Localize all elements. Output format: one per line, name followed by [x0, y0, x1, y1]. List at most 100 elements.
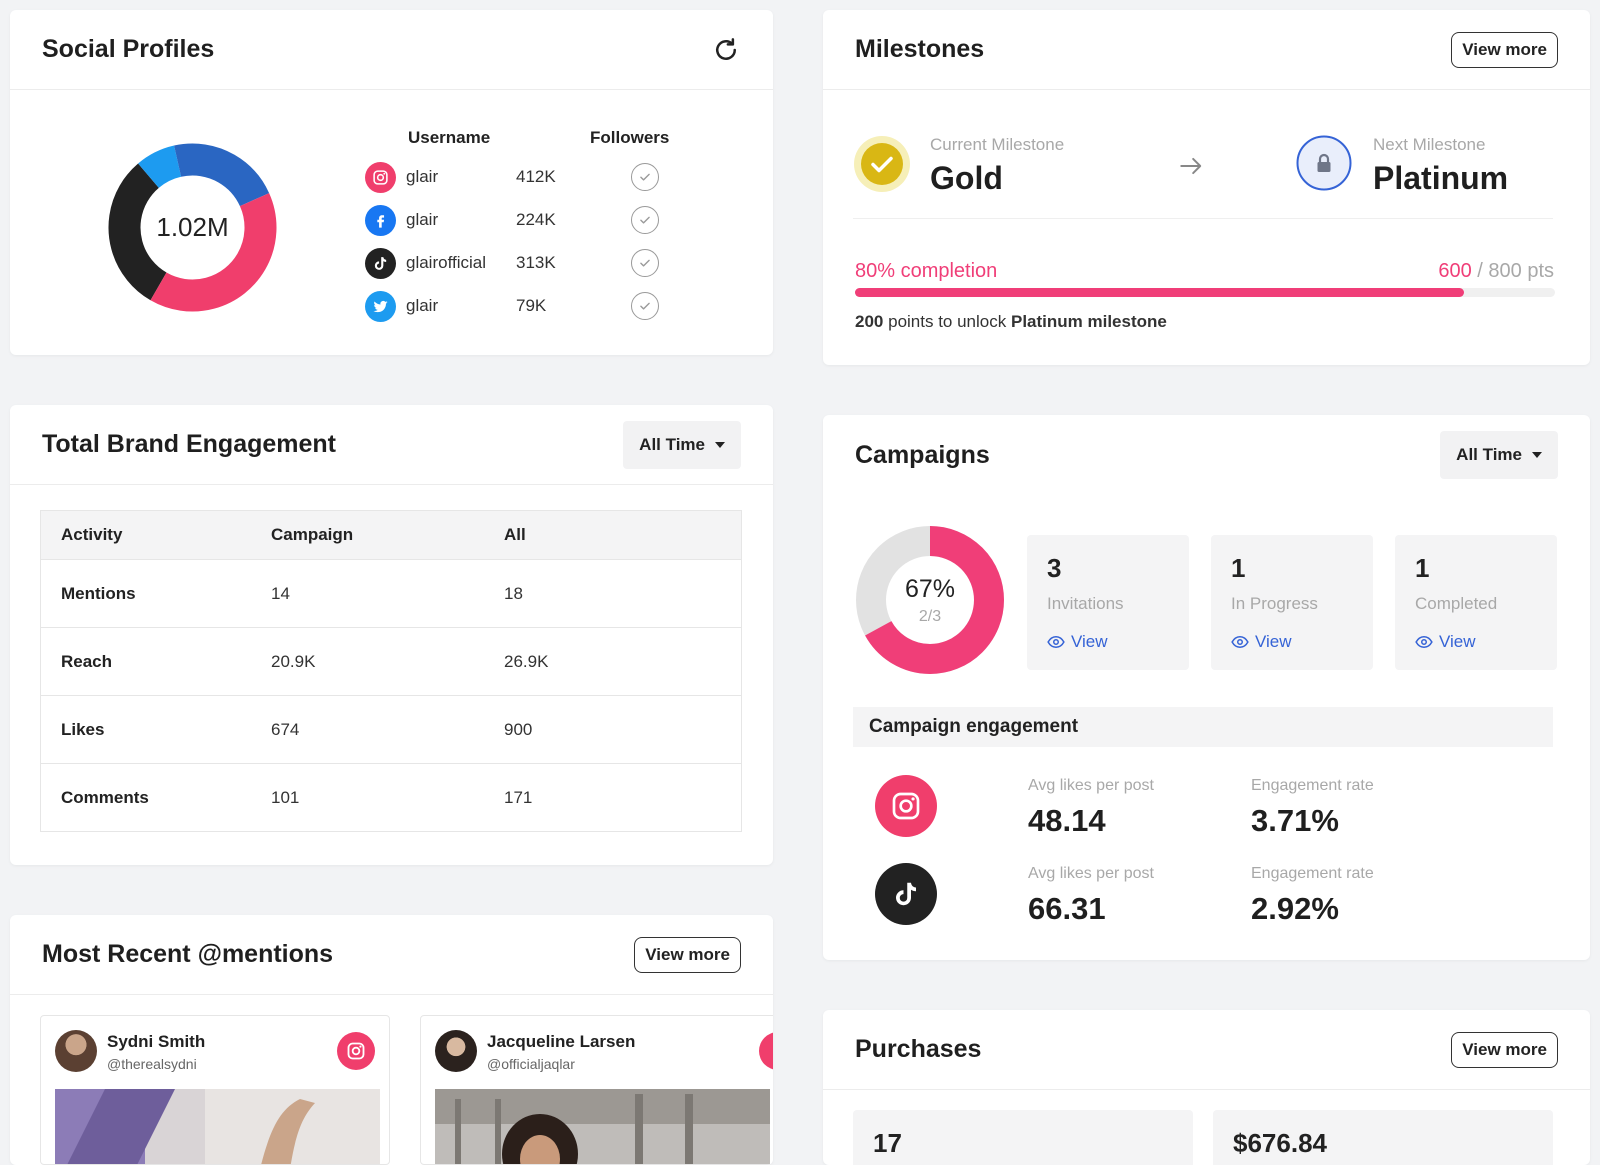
profile-row-twitter[interactable]: glair 79K	[365, 289, 695, 323]
brand-engagement-title: Total Brand Engagement	[42, 430, 337, 458]
column-header: All	[504, 525, 526, 544]
engagement-filter-label: All Time	[639, 434, 705, 454]
engagement-rate-value: 3.71%	[1251, 803, 1339, 838]
avatar	[435, 1030, 477, 1072]
activity-cell: Comments	[61, 787, 149, 807]
view-invitations-link[interactable]: View	[1047, 632, 1169, 652]
total-followers: 1.02M	[156, 212, 229, 242]
view-in-progress-link[interactable]: View	[1231, 632, 1353, 652]
purchases-header: Purchases View more	[823, 1010, 1590, 1090]
next-milestone-value: Platinum	[1373, 160, 1509, 196]
table-row: Mentions 14 18	[41, 559, 741, 627]
purchases-count: 17	[853, 1110, 1193, 1165]
campaign-progress-donut: 67% 2/3	[855, 525, 1005, 675]
profile-row-instagram[interactable]: glair 412K	[365, 160, 695, 194]
column-header: Campaign	[271, 525, 354, 544]
engagement-rate-label: Engagement rate	[1251, 777, 1374, 794]
profile-row-facebook[interactable]: glair 224K	[365, 203, 695, 237]
mentions-card: Most Recent @mentions View more Sydni Sm…	[10, 915, 773, 1165]
instagram-icon	[759, 1032, 773, 1070]
engagement-rate-label: Engagement rate	[1251, 865, 1374, 882]
view-link-label: View	[1439, 632, 1476, 651]
tiktok-icon	[365, 247, 396, 279]
mentions-view-more-button[interactable]: View more	[634, 936, 741, 973]
profile-followers: 313K	[516, 253, 556, 272]
all-cell: 171	[504, 787, 533, 807]
check-circle-icon	[631, 163, 659, 191]
campaigns-card: Campaigns All Time 67% 2/3 3 Invitations…	[823, 415, 1590, 960]
mention-card[interactable]: Sydni Smith @therealsydni	[40, 1015, 390, 1165]
stat-label: In Progress	[1231, 594, 1318, 613]
donut-progress-arc	[856, 526, 1004, 674]
unlock-middle: points to unlock	[888, 312, 1007, 331]
activity-cell: Likes	[61, 719, 105, 739]
donut-segment-facebook	[108, 143, 277, 312]
followers-column-header: Followers	[590, 128, 670, 147]
mention-author-name: Jacqueline Larsen	[487, 1032, 636, 1051]
avg-likes-label: Avg likes per post	[1028, 865, 1154, 882]
engagement-time-filter[interactable]: All Time	[623, 420, 741, 469]
campaigns-time-filter[interactable]: All Time	[1440, 431, 1558, 479]
arrow-right-icon	[1180, 157, 1202, 175]
milestones-card: Milestones View more Current Milestone G…	[823, 10, 1590, 365]
lock-badge-icon	[1296, 135, 1352, 191]
mention-author-handle: @therealsydni	[107, 1056, 197, 1072]
table-row: Comments 101 171	[41, 763, 741, 831]
table-header-row: Activity Campaign All	[41, 511, 741, 559]
profile-followers: 412K	[516, 167, 556, 186]
mention-author-name: Sydni Smith	[107, 1032, 206, 1051]
milestones-view-more-button[interactable]: View more	[1451, 31, 1558, 68]
social-profiles-title: Social Profiles	[42, 35, 215, 63]
table-row: Likes 674 900	[41, 695, 741, 763]
profile-followers: 79K	[516, 296, 547, 315]
tiktok-icon	[875, 863, 937, 925]
table-row: Reach 20.9K 26.9K	[41, 627, 741, 695]
mention-card[interactable]: Jacqueline Larsen @officialjaqlar	[420, 1015, 773, 1165]
profile-username: glair	[406, 296, 439, 315]
stat-invitations: 3 Invitations View	[1027, 535, 1189, 670]
campaign-cell: 101	[271, 787, 300, 807]
points-total: / 800 pts	[1477, 260, 1554, 282]
purchases-amount: $676.84	[1213, 1110, 1553, 1165]
username-column-header: Username	[408, 128, 491, 147]
milestones-title: Milestones	[855, 35, 985, 63]
current-milestone-label: Current Milestone	[930, 135, 1065, 154]
stat-count: 1	[1231, 553, 1246, 583]
campaigns-header: Campaigns All Time	[823, 415, 1590, 495]
campaign-cell: 20.9K	[271, 651, 316, 671]
mention-photo	[55, 1089, 380, 1164]
stat-label: Completed	[1415, 594, 1498, 613]
points-progress: 600 / 800 pts	[1438, 260, 1554, 283]
campaign-percent: 67%	[904, 575, 956, 603]
avg-likes-value: 48.14	[1028, 803, 1106, 838]
facebook-icon	[365, 204, 396, 236]
caret-down-icon	[715, 441, 725, 448]
completion-text: 80% completion	[855, 260, 998, 282]
avg-likes-label: Avg likes per post	[1028, 777, 1154, 794]
refresh-icon[interactable]	[711, 35, 741, 65]
unlock-points: 200	[855, 312, 884, 331]
check-circle-icon	[631, 292, 659, 320]
milestones-header: Milestones View more	[823, 10, 1590, 90]
milestone-progress-bar	[855, 288, 1555, 297]
activity-cell: Mentions	[61, 583, 136, 603]
mentions-header: Most Recent @mentions View more	[10, 915, 773, 995]
followers-donut-chart: 1.02M	[100, 135, 285, 320]
profile-username: glairofficial	[406, 253, 487, 272]
profile-row-tiktok[interactable]: glairofficial 313K	[365, 246, 695, 280]
social-profiles-card: Social Profiles 1.02M Username Followers…	[10, 10, 773, 355]
purchases-view-more-button[interactable]: View more	[1451, 1031, 1558, 1068]
view-link-label: View	[1071, 632, 1108, 651]
profile-username: glair	[406, 167, 439, 186]
instagram-icon	[875, 775, 937, 837]
all-cell: 900	[504, 719, 533, 739]
stat-label: Invitations	[1047, 594, 1124, 613]
unlock-text: 200 points to unlock Platinum milestone	[855, 312, 1167, 332]
view-link-label: View	[1255, 632, 1292, 651]
avatar	[55, 1030, 97, 1072]
engagement-rate-value: 2.92%	[1251, 891, 1339, 926]
campaign-fraction: 2/3	[918, 608, 942, 625]
view-completed-link[interactable]: View	[1415, 632, 1537, 652]
stat-count: 3	[1047, 553, 1062, 583]
unlock-target: Platinum milestone	[1010, 312, 1167, 331]
